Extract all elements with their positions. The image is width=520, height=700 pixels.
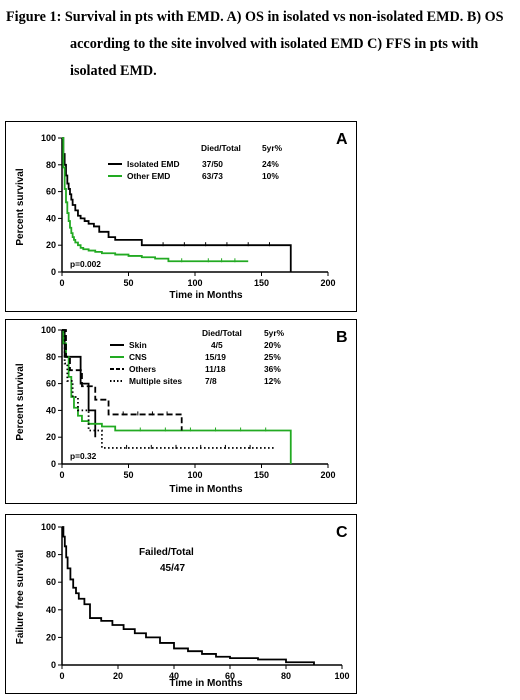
chart-b-legend-others-name: Others [129,364,156,374]
chart-a-xtick-label: 100 [187,278,202,288]
chart-b-legend-header-5yr: 5yr% [264,328,285,338]
chart-a-legend-header-5yr: 5yr% [262,143,283,153]
chart-c-ytick-label: 40 [46,605,56,615]
chart-a-svg: 0 20 40 60 80 100 0 50 100 150 200 A Time in Month… [15,131,348,301]
chart-b-xtick-label: 50 [123,470,133,480]
caption-line-2: according to the site involved with isol… [70,36,479,52]
caption-line-3: isolated EMD. [70,63,157,79]
chart-b-svg: 0 20 40 60 80 100 0 50 100 150 200 B Time in Month… [15,325,348,495]
chart-b-legend-header-died: Died/Total [202,328,242,338]
chart-b-ytick-label: 0 [51,459,56,469]
chart-a-legend-isolated-name: Isolated EMD [127,159,180,169]
chart-c-xtick-label: 80 [281,671,291,681]
chart-a-xtick-label: 50 [123,278,133,288]
chart-a-ytick-label: 80 [46,160,56,170]
figure-caption: Figure 1: Survival in pts with EMD. A) O… [6,4,514,85]
chart-c-ytick-label: 80 [46,550,56,560]
chart-a-ytick-label: 60 [46,187,56,197]
chart-b-xtick-label: 200 [320,470,335,480]
chart-b-series-multiple-sites [62,329,275,449]
chart-b-ylabel: Percent survival [15,363,26,440]
chart-panel-a: 0 20 40 60 80 100 0 50 100 150 200 A Time in Month… [5,121,357,312]
chart-b-series-skin [62,329,97,438]
chart-b-legend-skin-5yr: 20% [264,340,281,350]
chart-a-legend-header-died: Died/Total [201,143,241,153]
chart-a-xtick-label: 200 [320,278,335,288]
caption-line-1: Figure 1: Survival in pts with EMD. A) O… [6,9,504,25]
chart-c-ytick-label: 0 [51,660,56,670]
chart-a-series-isolated-emd [62,137,292,272]
chart-c-xtick-label: 20 [113,671,123,681]
chart-b-xtick-label: 0 [59,470,64,480]
chart-a-ytick-label: 100 [41,133,56,143]
chart-b-xtick-label: 100 [187,470,202,480]
chart-c-xtick-label: 60 [225,671,235,681]
chart-b-legend-multiple-5yr: 12% [264,376,281,386]
chart-b-ytick-label: 20 [46,432,56,442]
chart-panel-c: 0 20 40 60 80 100 0 20 40 60 80 100 C Time in Month… [5,514,357,694]
chart-b-ytick-label: 40 [46,405,56,415]
chart-a-legend-other-died: 63/73 [202,171,223,181]
chart-b-pvalue: p=0.32 [70,451,97,461]
chart-a-ylabel: Percent survival [15,168,26,245]
chart-c-xtick-label: 100 [334,671,349,681]
chart-b-series-cns [62,329,292,464]
chart-a-plot: 0 20 40 60 80 100 0 50 100 150 200 [41,133,336,288]
chart-a-legend-isolated-died: 37/50 [202,159,223,169]
chart-b-legend-skin-died: 4/5 [211,340,223,350]
chart-b-xlabel: Time in Months [169,484,243,495]
chart-c-ylabel: Failure free survival [15,550,26,645]
chart-a-ytick-label: 20 [46,240,56,250]
chart-c-legend-value: 45/47 [160,563,185,574]
chart-a-series-other-emd [62,137,249,263]
chart-b-ytick-label: 60 [46,379,56,389]
chart-a-legend-isolated-5yr: 24% [262,159,279,169]
chart-b-ytick-label: 100 [41,325,56,335]
chart-b-legend-others-died: 11/18 [205,364,226,374]
chart-a-ytick-label: 40 [46,213,56,223]
chart-b-series-others [62,329,183,431]
chart-c-xtick-label: 0 [59,671,64,681]
chart-c-ytick-label: 100 [41,522,56,532]
chart-a-xlabel: Time in Months [169,290,243,301]
chart-b-legend-cns-name: CNS [129,352,147,362]
chart-c-plot: 0 20 40 60 80 100 0 20 40 60 80 100 [41,522,350,681]
chart-c-ytick-label: 60 [46,577,56,587]
chart-b-legend-multiple-name: Multiple sites [129,376,182,386]
chart-panel-b: 0 20 40 60 80 100 0 50 100 150 200 B Time in Month… [5,319,357,504]
chart-c-xtick-label: 40 [169,671,179,681]
chart-c-xlabel: Time in Months [169,678,243,689]
chart-c-ytick-label: 20 [46,632,56,642]
chart-a-legend-other-name: Other EMD [127,171,170,181]
chart-b-legend-cns-5yr: 25% [264,352,281,362]
chart-b-legend-multiple-died: 7/8 [205,376,217,386]
chart-b-legend-skin-name: Skin [129,340,147,350]
chart-a-xtick-label: 150 [254,278,269,288]
chart-a-ytick-label: 0 [51,267,56,277]
chart-a-xtick-label: 0 [59,278,64,288]
chart-c-legend-header: Failed/Total [139,547,194,558]
chart-b-plot: 0 20 40 60 80 100 0 50 100 150 200 [41,325,336,480]
chart-b-xtick-label: 150 [254,470,269,480]
chart-b-ytick-label: 80 [46,352,56,362]
chart-c-svg: 0 20 40 60 80 100 0 20 40 60 80 100 C Time in Month… [15,522,350,689]
panel-letter-a: A [336,131,348,148]
chart-b-legend-others-5yr: 36% [264,364,281,374]
chart-c-series-curve [62,526,315,665]
panel-letter-b: B [336,329,348,346]
panel-letter-c: C [336,524,348,541]
chart-b-legend-cns-died: 15/19 [205,352,226,362]
chart-a-legend-other-5yr: 10% [262,171,279,181]
chart-a-pvalue: p=0.002 [70,259,101,269]
